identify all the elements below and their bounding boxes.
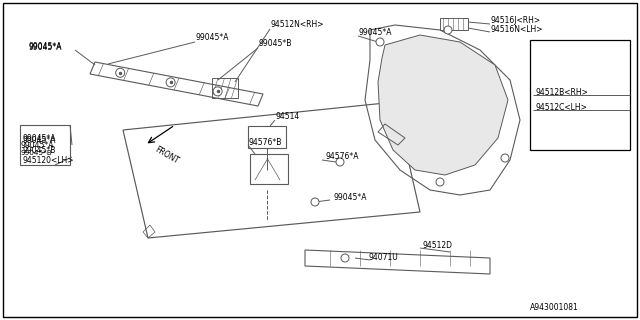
Bar xyxy=(248,126,286,148)
Text: A943001081: A943001081 xyxy=(530,303,579,312)
Text: 99045*B: 99045*B xyxy=(22,146,56,155)
Bar xyxy=(250,154,288,184)
Circle shape xyxy=(311,198,319,206)
Text: 99045*B: 99045*B xyxy=(258,38,291,47)
Circle shape xyxy=(166,78,175,87)
Circle shape xyxy=(376,38,384,46)
Text: 94576*A: 94576*A xyxy=(325,151,358,161)
Text: 99045*A: 99045*A xyxy=(195,33,228,42)
Text: 94512D: 94512D xyxy=(422,241,452,250)
Circle shape xyxy=(336,158,344,166)
Text: 99045*A: 99045*A xyxy=(22,133,56,142)
Text: 94514: 94514 xyxy=(275,111,300,121)
Bar xyxy=(20,125,70,165)
Text: 99045*A: 99045*A xyxy=(22,135,56,145)
Circle shape xyxy=(436,178,444,186)
Text: FRONT: FRONT xyxy=(153,145,180,166)
Text: 99045*A: 99045*A xyxy=(28,43,61,52)
Text: 94516J<RH>: 94516J<RH> xyxy=(490,15,540,25)
Bar xyxy=(212,78,238,98)
Text: 99045*A: 99045*A xyxy=(333,193,367,202)
Bar xyxy=(530,40,630,150)
Polygon shape xyxy=(378,35,508,175)
Circle shape xyxy=(213,87,222,96)
Circle shape xyxy=(341,254,349,262)
Text: 94512C<LH>: 94512C<LH> xyxy=(535,102,587,111)
Text: 94512N<RH>: 94512N<RH> xyxy=(270,20,323,28)
Circle shape xyxy=(501,154,509,162)
Text: 99045*B: 99045*B xyxy=(20,150,52,156)
Circle shape xyxy=(116,68,125,77)
Text: 99045*A: 99045*A xyxy=(28,42,61,51)
Text: 94512B<RH>: 94512B<RH> xyxy=(535,87,588,97)
Text: 99045*A: 99045*A xyxy=(20,140,54,149)
Text: 94576*B: 94576*B xyxy=(248,138,282,147)
Text: 99045*A: 99045*A xyxy=(358,28,392,36)
Text: 94071U: 94071U xyxy=(368,252,397,261)
Circle shape xyxy=(444,26,452,34)
Text: 945120<LH>: 945120<LH> xyxy=(22,156,74,164)
Text: 94516N<LH>: 94516N<LH> xyxy=(490,25,543,34)
